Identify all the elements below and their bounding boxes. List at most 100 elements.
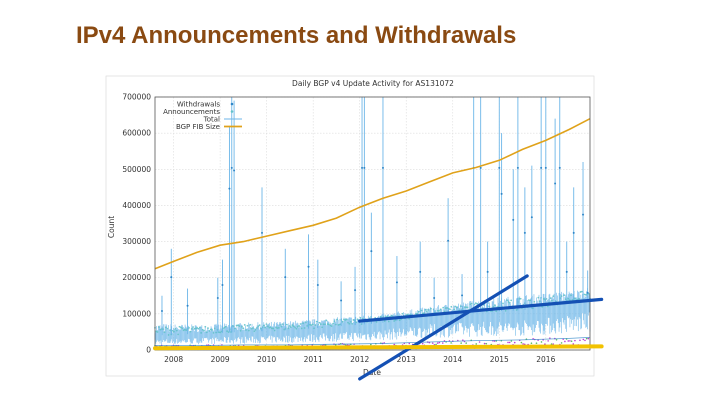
announcement-point	[379, 315, 382, 318]
announcement-point	[264, 326, 267, 329]
announcement-point	[510, 299, 513, 302]
announcement-point	[579, 291, 582, 293]
fib-size-line	[154, 117, 591, 270]
withdrawal-spike-point	[554, 182, 557, 185]
announcement-point	[281, 323, 284, 326]
announcement-point	[224, 325, 227, 328]
announcement-point	[292, 325, 295, 328]
withdrawal-spike-point	[186, 304, 189, 307]
announcement-point	[272, 327, 275, 330]
announcement-point	[454, 305, 457, 308]
announcement-point	[163, 331, 166, 334]
legend-label: Total	[203, 116, 220, 124]
announcement-point	[276, 327, 279, 330]
announcement-point	[192, 326, 194, 328]
announcement-point	[459, 305, 462, 308]
announcement-point	[344, 319, 347, 321]
withdrawal-spike-point	[354, 289, 357, 292]
low-series-point	[544, 343, 546, 345]
legend-label: Withdrawals	[177, 101, 220, 109]
announcement-point	[349, 320, 352, 323]
announcement-point	[283, 328, 286, 331]
withdrawal-spike-point	[540, 166, 543, 169]
announcement-point	[506, 299, 508, 302]
announcement-point	[246, 324, 249, 327]
low-series-point	[572, 343, 575, 345]
announcement-point	[470, 302, 473, 305]
withdrawal-spike-point	[316, 283, 319, 286]
x-tick-label: 2008	[164, 355, 183, 364]
announcement-point	[319, 323, 322, 326]
announcement-point	[329, 324, 332, 327]
announcement-point	[578, 297, 581, 300]
low-series-point	[370, 343, 372, 346]
y-tick-label: 400000	[122, 201, 151, 210]
announcement-point	[257, 325, 260, 328]
announcement-point	[237, 324, 239, 327]
low-series-point	[421, 342, 424, 345]
announcement-point	[469, 303, 472, 306]
low-series-point	[579, 339, 581, 342]
announcement-point	[386, 315, 389, 318]
overlay-line	[358, 297, 604, 323]
announcement-point	[169, 329, 171, 332]
withdrawal-spike-point	[500, 192, 503, 195]
low-series-point	[483, 342, 486, 345]
low-series-point	[549, 337, 551, 339]
low-series-point	[569, 340, 571, 342]
low-series-point	[508, 341, 511, 344]
announcement-point	[585, 293, 587, 296]
low-series-point	[485, 342, 488, 345]
low-series-point	[535, 342, 538, 344]
announcement-point	[177, 333, 180, 336]
withdrawal-spike-point	[572, 231, 575, 234]
announcement-point	[201, 328, 204, 331]
announcement-point	[265, 323, 268, 326]
withdrawal-spike-point	[363, 166, 366, 169]
announcement-point	[223, 326, 226, 329]
low-series-point	[530, 342, 533, 345]
announcement-point	[290, 326, 292, 328]
announcement-point	[258, 324, 261, 327]
announcement-point	[533, 300, 536, 303]
announcement-point	[345, 318, 348, 321]
announcement-point	[541, 305, 544, 308]
x-tick-label: 2015	[490, 355, 509, 364]
announcement-point	[542, 298, 545, 300]
low-series-point	[564, 340, 566, 343]
announcement-point	[227, 331, 230, 334]
withdrawal-spike-point	[419, 270, 422, 273]
announcement-point	[359, 316, 362, 319]
low-series-point	[560, 342, 563, 344]
announcement-point	[415, 312, 417, 315]
announcement-point	[196, 327, 199, 329]
announcement-point	[348, 322, 351, 325]
x-tick-label: 2012	[350, 355, 369, 364]
announcement-point	[242, 327, 245, 330]
announcement-point	[532, 307, 534, 310]
announcement-point	[203, 329, 205, 332]
low-series-point	[513, 341, 516, 344]
announcement-point	[213, 327, 216, 330]
withdrawal-spike-point	[486, 270, 489, 273]
announcement-point	[567, 297, 570, 300]
announcement-point	[300, 327, 303, 330]
announcement-point	[158, 326, 160, 328]
announcement-point	[333, 320, 336, 323]
announcement-point	[249, 323, 252, 326]
low-series-point	[475, 343, 478, 345]
announcement-point	[518, 297, 521, 300]
announcement-point	[519, 297, 522, 300]
low-series-point	[431, 342, 434, 344]
low-series-point	[438, 341, 441, 344]
announcement-point	[314, 324, 317, 326]
announcement-point	[155, 330, 158, 333]
announcement-point	[538, 300, 541, 303]
announcement-point	[493, 304, 496, 307]
announcement-point	[551, 299, 553, 302]
announcement-point	[226, 330, 228, 333]
low-series-point	[555, 338, 558, 341]
announcement-point	[179, 326, 182, 329]
low-series-point	[550, 343, 553, 345]
low-series-point	[450, 342, 452, 344]
